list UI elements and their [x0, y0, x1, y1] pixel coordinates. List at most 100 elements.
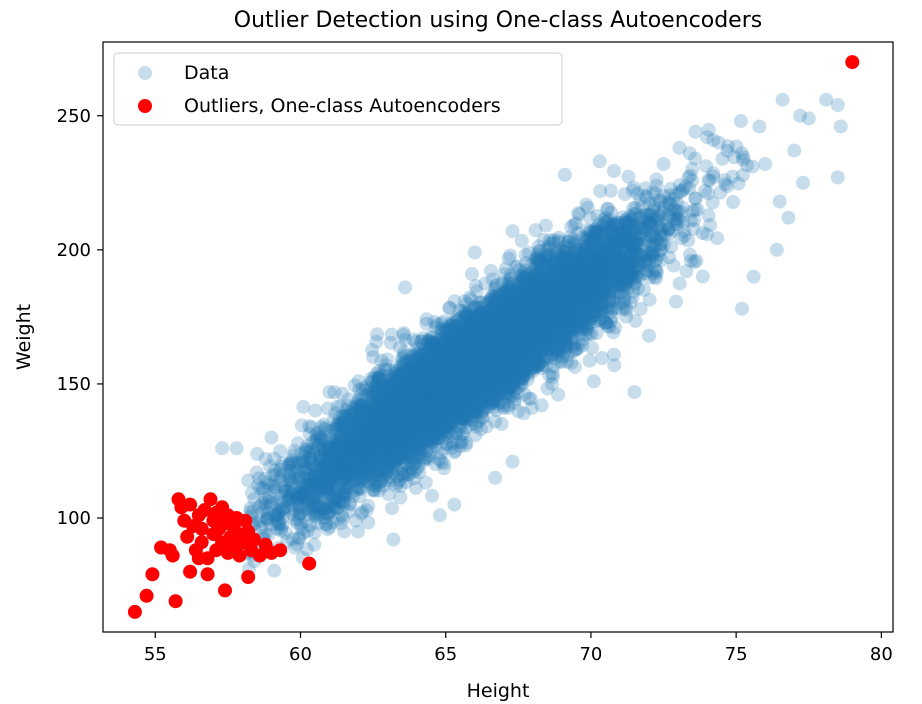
data-point	[477, 370, 492, 385]
data-point	[268, 480, 283, 494]
data-point	[505, 314, 519, 329]
data-point	[344, 442, 359, 457]
data-point	[557, 269, 572, 284]
data-point	[485, 385, 500, 400]
data-point	[383, 429, 398, 444]
data-point	[497, 324, 511, 339]
data-point	[559, 297, 574, 312]
data-point	[463, 349, 478, 364]
data-point	[519, 344, 534, 359]
data-point	[340, 398, 355, 413]
data-point	[382, 425, 397, 440]
data-point	[545, 338, 560, 353]
data-point	[410, 403, 424, 418]
data-point	[267, 484, 282, 498]
data-point	[460, 369, 475, 384]
data-point	[287, 495, 302, 509]
data-point	[532, 292, 547, 306]
data-point	[574, 274, 589, 289]
data-point	[443, 357, 458, 372]
data-point	[308, 403, 323, 418]
data-point	[503, 342, 517, 357]
data-point	[575, 259, 589, 274]
data-point	[414, 360, 429, 375]
data-point	[392, 397, 406, 411]
data-point	[454, 388, 468, 403]
data-point	[461, 373, 476, 388]
data-point	[463, 391, 478, 406]
data-point	[507, 324, 522, 339]
data-point	[389, 385, 404, 400]
data-point	[359, 469, 374, 484]
data-point	[533, 308, 548, 323]
data-point	[465, 386, 479, 401]
data-point	[354, 430, 369, 445]
data-point	[541, 324, 556, 339]
data-point	[577, 288, 592, 303]
data-point	[403, 435, 418, 449]
data-point	[422, 389, 437, 403]
data-point	[482, 310, 497, 325]
data-point	[308, 463, 323, 478]
data-point	[393, 429, 407, 444]
data-point	[409, 371, 424, 385]
data-point	[506, 319, 521, 334]
data-point	[468, 329, 483, 344]
data-point	[440, 346, 455, 361]
data-point	[473, 343, 488, 358]
data-point	[558, 277, 573, 292]
data-point	[452, 385, 467, 400]
data-point	[603, 234, 618, 249]
data-point	[395, 436, 410, 450]
data-point	[474, 380, 489, 395]
data-point	[545, 369, 560, 384]
data-point	[478, 333, 493, 348]
data-point	[490, 347, 505, 362]
data-point	[428, 388, 443, 403]
data-point	[424, 366, 439, 381]
data-point	[520, 345, 534, 360]
data-point	[568, 245, 583, 260]
data-point	[401, 365, 416, 380]
data-point	[535, 340, 550, 355]
data-point	[481, 397, 496, 412]
data-point	[537, 320, 552, 335]
data-point	[555, 282, 570, 297]
data-point	[462, 353, 477, 368]
data-point	[452, 374, 467, 389]
data-point	[505, 303, 520, 318]
data-point	[509, 366, 524, 380]
data-point	[530, 251, 545, 266]
data-point	[393, 413, 408, 428]
data-point	[472, 382, 487, 397]
data-point	[421, 368, 436, 383]
data-point	[582, 261, 597, 276]
data-point	[407, 394, 422, 409]
data-point	[411, 404, 426, 419]
data-point	[488, 322, 503, 337]
data-point	[619, 215, 634, 230]
data-point	[312, 482, 327, 497]
data-point	[553, 247, 568, 262]
data-point	[482, 362, 497, 377]
data-point	[539, 304, 554, 319]
data-point	[262, 477, 277, 492]
data-point	[398, 466, 413, 481]
data-point	[555, 268, 570, 283]
data-point	[586, 283, 601, 298]
data-point	[500, 319, 515, 334]
data-point	[500, 377, 515, 392]
data-point	[402, 390, 417, 404]
data-point	[430, 370, 445, 385]
data-point	[495, 361, 510, 376]
data-point	[674, 205, 689, 220]
data-point	[431, 385, 446, 400]
data-point	[520, 296, 535, 310]
data-point	[443, 385, 458, 400]
data-point	[550, 293, 565, 308]
data-point	[449, 384, 464, 399]
data-point	[599, 234, 614, 249]
data-point	[535, 308, 550, 323]
data-point	[511, 312, 526, 327]
data-point	[273, 502, 288, 517]
